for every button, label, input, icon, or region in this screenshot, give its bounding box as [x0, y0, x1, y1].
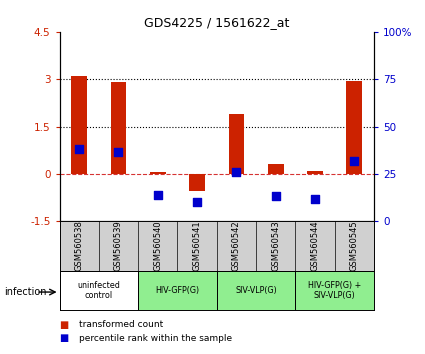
- Point: [351, 159, 358, 164]
- Text: percentile rank within the sample: percentile rank within the sample: [79, 333, 232, 343]
- Text: uninfected
control: uninfected control: [77, 281, 120, 300]
- Point: [194, 200, 201, 205]
- Bar: [110, 82, 126, 174]
- Bar: [295, 271, 374, 310]
- Text: HIV-GFP(G) +
SIV-VLP(G): HIV-GFP(G) + SIV-VLP(G): [308, 281, 361, 300]
- Point: [154, 193, 161, 198]
- Bar: [189, 174, 205, 191]
- Text: infection: infection: [4, 287, 47, 297]
- Text: GSM560540: GSM560540: [153, 221, 162, 272]
- Bar: [268, 164, 283, 174]
- Bar: [60, 271, 138, 310]
- Bar: [229, 114, 244, 174]
- Bar: [71, 76, 87, 174]
- Bar: [346, 81, 362, 174]
- Bar: [307, 171, 323, 174]
- Point: [272, 193, 279, 199]
- Text: GSM560541: GSM560541: [193, 221, 201, 272]
- Point: [233, 170, 240, 175]
- Text: GSM560542: GSM560542: [232, 221, 241, 272]
- Text: ■: ■: [60, 333, 69, 343]
- Text: HIV-GFP(G): HIV-GFP(G): [156, 286, 199, 295]
- Text: SIV-VLP(G): SIV-VLP(G): [235, 286, 277, 295]
- Point: [312, 196, 318, 201]
- Text: transformed count: transformed count: [79, 320, 163, 330]
- Title: GDS4225 / 1561622_at: GDS4225 / 1561622_at: [144, 16, 289, 29]
- Text: GSM560545: GSM560545: [350, 221, 359, 272]
- Text: GSM560544: GSM560544: [311, 221, 320, 272]
- Point: [76, 147, 82, 152]
- Point: [115, 150, 122, 155]
- Text: GSM560539: GSM560539: [114, 221, 123, 272]
- Text: GSM560538: GSM560538: [75, 221, 84, 272]
- Text: GSM560543: GSM560543: [271, 221, 280, 272]
- Text: ■: ■: [60, 320, 69, 330]
- Bar: [217, 271, 295, 310]
- Bar: [150, 172, 166, 174]
- Bar: [138, 271, 217, 310]
